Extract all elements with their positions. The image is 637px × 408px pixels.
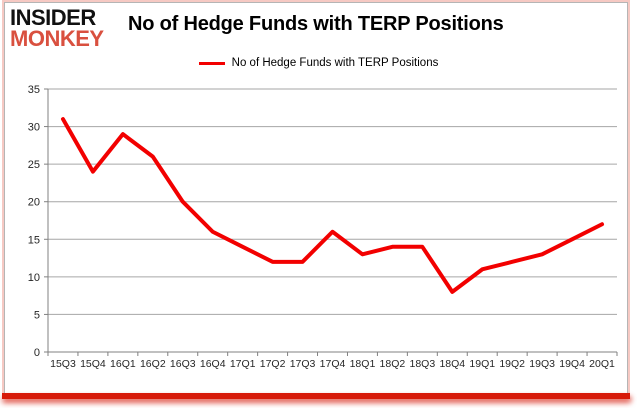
y-tick-label: 35	[28, 84, 40, 96]
x-tick-label: 19Q3	[529, 358, 555, 370]
x-tick-label: 19Q1	[469, 358, 495, 370]
gridlines	[48, 88, 617, 315]
chart-card	[2, 0, 630, 399]
x-tick-label: 18Q2	[380, 358, 406, 370]
x-tick-label: 15Q3	[50, 358, 76, 370]
legend-line-swatch	[198, 61, 225, 65]
x-tick-label: 18Q3	[409, 358, 435, 370]
series-line	[60, 117, 605, 294]
y-tick-label: 30	[28, 122, 40, 134]
x-tick-label: 17Q4	[320, 358, 346, 370]
x-tick-label: 19Q2	[499, 358, 525, 370]
axis-ticks	[44, 88, 618, 356]
y-tick-label: 25	[28, 159, 40, 171]
axes	[47, 89, 617, 353]
logo-line-monkey: MONKEY	[10, 25, 104, 51]
x-tick-label: 18Q1	[350, 358, 376, 370]
chart-title: No of Hedge Funds with TERP Positions	[128, 13, 504, 35]
y-tick-label: 5	[34, 309, 40, 321]
x-tick-label: 16Q3	[170, 358, 196, 370]
y-tick-label: 20	[28, 197, 40, 209]
x-tick-label: 16Q4	[200, 358, 226, 370]
legend: No of Hedge Funds with TERP Positions	[0, 57, 637, 69]
x-tick-label: 18Q4	[439, 358, 465, 370]
y-axis-labels: 0 5 10 15 20 25 30 35	[28, 84, 40, 359]
x-tick-label: 17Q2	[260, 358, 286, 370]
x-tick-label: 19Q4	[559, 358, 585, 370]
legend-label: No of Hedge Funds with TERP Positions	[231, 57, 439, 69]
logo-line-insider: INSIDER	[10, 5, 96, 30]
y-tick-label: 15	[28, 234, 40, 246]
y-tick-label: 10	[28, 272, 40, 284]
series	[60, 117, 605, 294]
insider-monkey-logo: INSIDER MONKEY	[10, 5, 104, 51]
x-tick-label: 15Q4	[80, 358, 106, 370]
x-axis-labels: 15Q3 15Q4 16Q1 16Q2 16Q3 16Q4 17Q1 17Q2 17Q3 17Q4…	[50, 358, 615, 370]
x-tick-label: 20Q1	[589, 358, 615, 370]
x-tick-label: 17Q1	[230, 358, 256, 370]
card-bottom-accent-bar	[2, 393, 630, 399]
x-tick-label: 16Q1	[110, 358, 136, 370]
x-tick-label: 16Q2	[140, 358, 166, 370]
y-tick-label: 0	[34, 347, 40, 359]
x-tick-label: 17Q3	[290, 358, 316, 370]
